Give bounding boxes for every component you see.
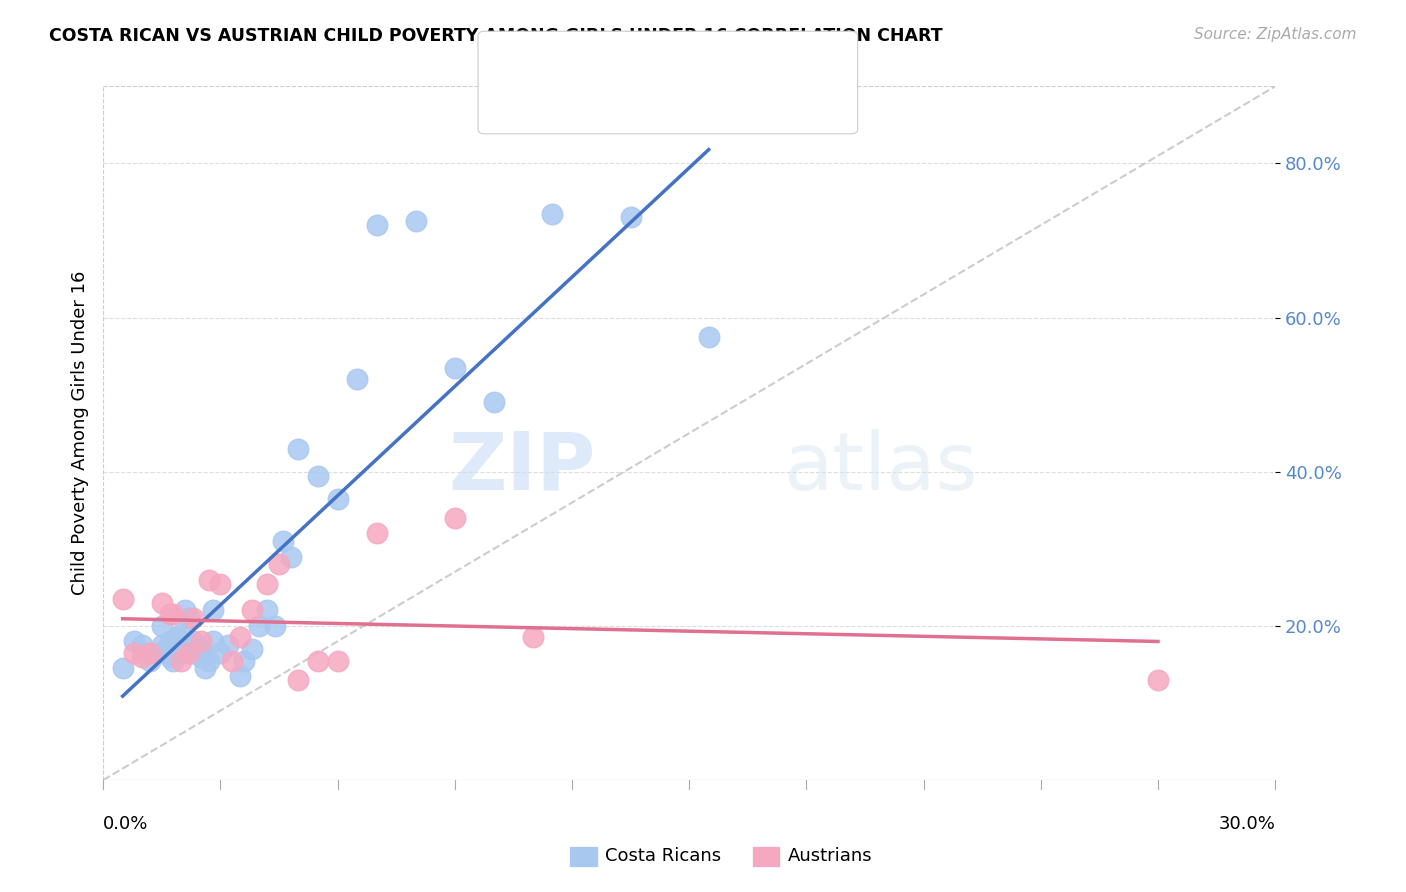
Text: R =: R =	[565, 54, 605, 72]
Point	[492, 55, 515, 70]
Point	[124, 634, 146, 648]
Point	[482, 395, 505, 409]
Y-axis label: Child Poverty Among Girls Under 16: Child Poverty Among Girls Under 16	[72, 271, 89, 595]
Text: N =: N =	[693, 87, 733, 105]
Point	[174, 603, 197, 617]
Point	[287, 673, 309, 687]
Point	[522, 631, 544, 645]
Point	[139, 646, 162, 660]
Point	[162, 646, 184, 660]
Point	[247, 619, 270, 633]
Point	[267, 558, 290, 572]
Point	[201, 603, 224, 617]
Point	[139, 646, 162, 660]
Point	[366, 218, 388, 232]
Point	[229, 669, 252, 683]
Point	[181, 611, 204, 625]
Point	[155, 642, 177, 657]
Bar	[524, 84, 555, 109]
Point	[443, 360, 465, 375]
Point	[209, 576, 232, 591]
Point	[159, 649, 181, 664]
Point	[190, 649, 212, 664]
Point	[181, 634, 204, 648]
Point	[619, 211, 641, 225]
Point	[307, 468, 329, 483]
Point	[139, 654, 162, 668]
Point	[170, 654, 193, 668]
Point	[190, 642, 212, 657]
Point	[280, 549, 302, 564]
Text: 47: 47	[727, 54, 752, 72]
Point	[209, 646, 232, 660]
Point	[190, 634, 212, 648]
Text: atlas: atlas	[783, 429, 977, 507]
Point	[111, 661, 134, 675]
Point	[240, 603, 263, 617]
Text: 25: 25	[727, 87, 752, 105]
Point	[346, 372, 368, 386]
Point	[177, 638, 200, 652]
Point	[197, 573, 219, 587]
Text: R =: R =	[565, 87, 605, 105]
Point	[131, 638, 153, 652]
Text: ZIP: ZIP	[449, 429, 595, 507]
Text: Costa Ricans: Costa Ricans	[605, 847, 721, 865]
Point	[221, 654, 243, 668]
Point	[159, 634, 181, 648]
Point	[443, 511, 465, 525]
Point	[271, 534, 294, 549]
Point	[166, 631, 188, 645]
Point	[240, 642, 263, 657]
Point	[150, 596, 173, 610]
Text: 0.463: 0.463	[599, 54, 655, 72]
Point	[287, 442, 309, 456]
Point	[170, 626, 193, 640]
Point	[177, 646, 200, 660]
Point	[194, 661, 217, 675]
Bar	[569, 846, 598, 867]
Point	[326, 654, 349, 668]
Text: 30.0%: 30.0%	[1219, 814, 1275, 833]
Point	[150, 638, 173, 652]
Point	[181, 646, 204, 660]
Bar	[752, 846, 780, 867]
Text: 0.0%: 0.0%	[103, 814, 149, 833]
Point	[197, 654, 219, 668]
Point	[366, 526, 388, 541]
Point	[232, 654, 254, 668]
Point	[150, 619, 173, 633]
Text: COSTA RICAN VS AUSTRIAN CHILD POVERTY AMONG GIRLS UNDER 16 CORRELATION CHART: COSTA RICAN VS AUSTRIAN CHILD POVERTY AM…	[49, 27, 943, 45]
Point	[229, 631, 252, 645]
Text: Source: ZipAtlas.com: Source: ZipAtlas.com	[1194, 27, 1357, 42]
Bar	[524, 51, 555, 76]
Point	[124, 646, 146, 660]
Text: 0.179: 0.179	[599, 87, 655, 105]
Point	[159, 607, 181, 622]
Point	[256, 603, 278, 617]
Point	[170, 642, 193, 657]
Point	[264, 619, 287, 633]
Point	[1147, 673, 1170, 687]
Point	[201, 634, 224, 648]
Text: Austrians: Austrians	[787, 847, 872, 865]
Point	[162, 607, 184, 622]
Point	[307, 654, 329, 668]
Point	[256, 576, 278, 591]
Point	[177, 611, 200, 625]
Point	[162, 654, 184, 668]
Point	[541, 206, 564, 220]
Point	[697, 330, 720, 344]
Point	[111, 591, 134, 606]
Point	[405, 214, 427, 228]
Point	[326, 491, 349, 506]
Point	[131, 649, 153, 664]
Point	[217, 638, 239, 652]
Text: N =: N =	[693, 54, 733, 72]
